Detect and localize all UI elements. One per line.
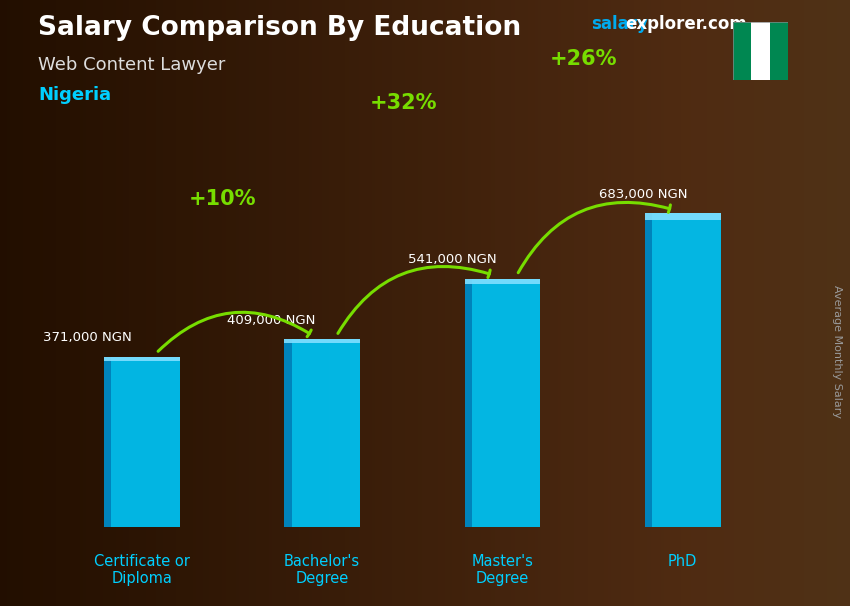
Bar	[769, 22, 788, 80]
Text: PhD: PhD	[668, 554, 698, 568]
Text: salary: salary	[591, 15, 648, 33]
Text: +26%: +26%	[550, 48, 617, 68]
Text: Salary Comparison By Education: Salary Comparison By Education	[38, 15, 521, 41]
Text: 541,000 NGN: 541,000 NGN	[408, 253, 496, 267]
Bar	[104, 357, 179, 361]
Text: +10%: +10%	[189, 188, 257, 208]
Text: 683,000 NGN: 683,000 NGN	[599, 188, 688, 201]
Text: Average Monthly Salary: Average Monthly Salary	[832, 285, 842, 418]
Bar	[104, 357, 179, 527]
Bar	[284, 339, 360, 527]
Bar	[645, 213, 721, 527]
Text: explorer.com: explorer.com	[625, 15, 746, 33]
Text: Web Content Lawyer: Web Content Lawyer	[38, 56, 225, 74]
Bar	[465, 279, 541, 527]
Text: Bachelor's
Degree: Bachelor's Degree	[284, 554, 360, 586]
Bar	[284, 339, 360, 344]
Text: Certificate or
Diploma: Certificate or Diploma	[94, 554, 190, 586]
Bar	[465, 279, 472, 527]
Bar	[104, 357, 111, 527]
Text: 371,000 NGN: 371,000 NGN	[43, 331, 132, 344]
Text: Nigeria: Nigeria	[38, 86, 111, 104]
Text: +32%: +32%	[370, 93, 437, 113]
Bar	[645, 213, 721, 221]
Text: 409,000 NGN: 409,000 NGN	[228, 314, 315, 327]
Bar	[751, 22, 769, 80]
Bar	[284, 339, 292, 527]
Bar	[645, 213, 653, 527]
Text: Master's
Degree: Master's Degree	[472, 554, 533, 586]
Bar	[465, 279, 541, 284]
Bar	[733, 22, 751, 80]
